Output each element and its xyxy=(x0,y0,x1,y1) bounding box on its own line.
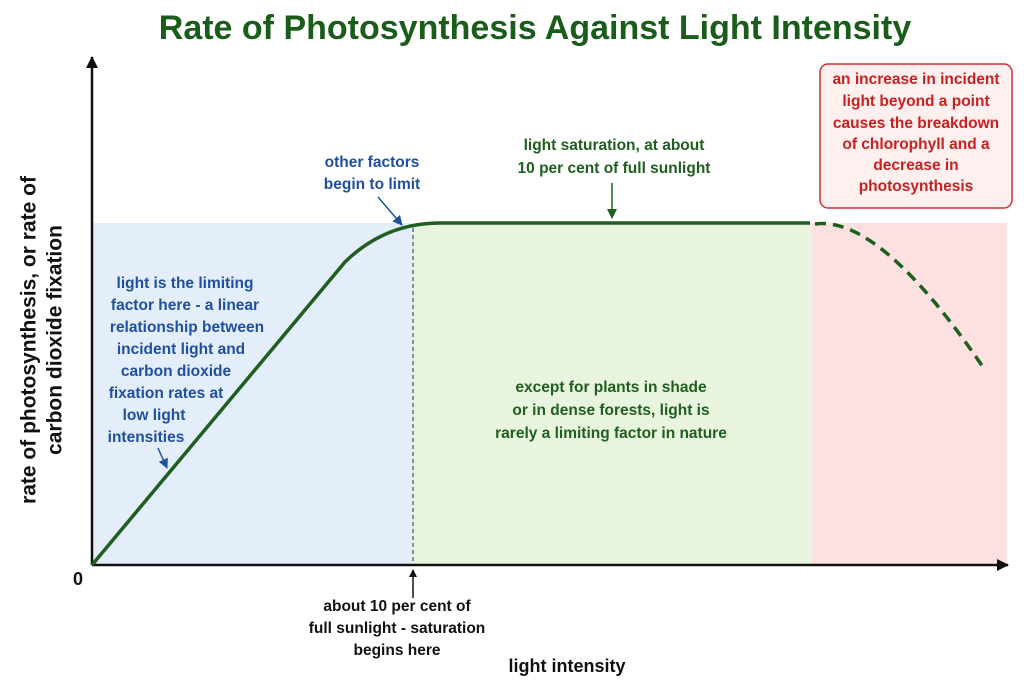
annotation-line: photosynthesis xyxy=(859,178,974,195)
annotation-line: intensities xyxy=(108,429,185,446)
annotation-line: light saturation, at about xyxy=(524,137,705,154)
rate-curve xyxy=(90,221,810,567)
annotation-line: relationship between xyxy=(110,319,264,336)
annotation-line: incident light and xyxy=(117,341,245,358)
limiting-region xyxy=(92,223,413,565)
annotation-line: carbon dioxide xyxy=(121,363,232,380)
annotation-line: 10 per cent of full sunlight xyxy=(518,160,711,177)
y-label-line: rate of photosynthesis, or rate of xyxy=(18,175,41,504)
title: Rate of Photosynthesis Against Light Int… xyxy=(159,9,912,47)
annotation-line: an increase in incident xyxy=(832,71,999,88)
origin-label: 0 xyxy=(73,569,83,589)
x-label: light intensity xyxy=(509,656,626,676)
annotation-line: light beyond a point xyxy=(842,93,989,110)
annotation-line: decrease in xyxy=(873,157,958,174)
breakdown-region xyxy=(812,223,1007,565)
callout-box xyxy=(819,63,1013,209)
annotations: light is the limiting factor here - a lin… xyxy=(108,71,1000,659)
decline-curve xyxy=(814,221,987,371)
annotation-line: fixation rates at xyxy=(109,385,224,402)
arrow xyxy=(157,447,168,469)
annotation-line: or in dense forests, light is xyxy=(512,402,709,419)
annotation-line: light is the limiting xyxy=(117,275,254,292)
annotation-line: factor here - a linear xyxy=(111,297,259,314)
saturation-region xyxy=(413,223,812,565)
annotation-line: rarely a limiting factor in nature xyxy=(495,425,727,442)
annotation-line: about 10 per cent of xyxy=(323,598,471,615)
annotation-line: except for plants in shade xyxy=(515,379,707,396)
annotation-line: begin to limit xyxy=(324,176,420,193)
y-label-line: carbon dioxide fixation xyxy=(44,225,67,455)
arrow xyxy=(377,196,403,226)
y-label: rate of photosynthesis, or rate of carbo… xyxy=(18,175,67,504)
annotation-line: begins here xyxy=(354,642,441,659)
annotation-line: of chlorophyll and a xyxy=(842,136,990,153)
annotation-line: causes the breakdown xyxy=(833,115,999,132)
annotation-line: low light xyxy=(123,407,186,424)
annotation-line: full sunlight - saturation xyxy=(309,620,486,637)
annotation-line: other factors xyxy=(325,154,420,171)
